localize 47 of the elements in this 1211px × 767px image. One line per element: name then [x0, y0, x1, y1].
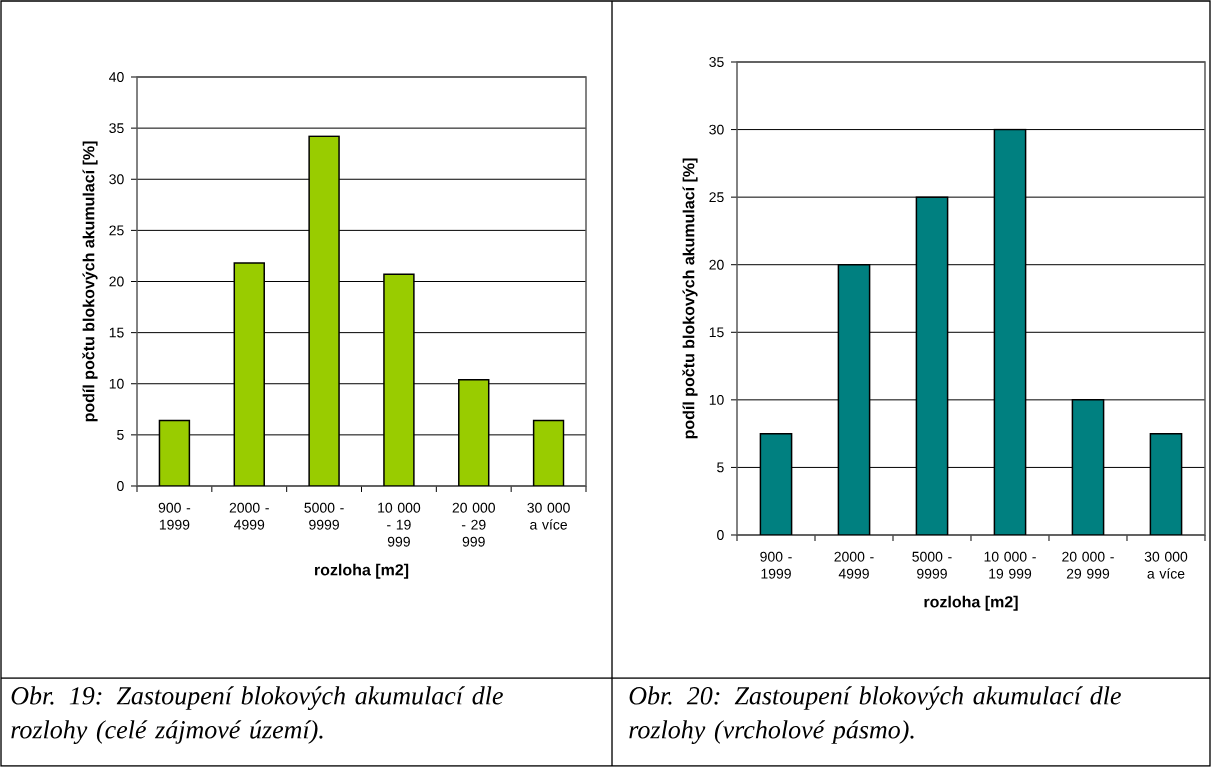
y-tick-label: 0 [117, 481, 124, 491]
y-tick-label: 25 [109, 225, 124, 236]
x-tick-label: 30 000 a více [1144, 551, 1188, 579]
bar [837, 263, 871, 535]
bar [308, 135, 340, 486]
y-tick-label: 5 [717, 462, 724, 473]
y-axis-title: podíl počtu blokových akumulací [%] [682, 158, 698, 439]
y-axis-title: podíl počtu blokových akumulací [%] [82, 141, 98, 422]
y-tick-label: 30 [109, 174, 124, 185]
x-tick-label: 900 - 1999 [760, 551, 792, 579]
bar [915, 196, 949, 535]
y-tick-label: 5 [117, 430, 124, 440]
bar [158, 419, 191, 486]
text: Obr. 19: Zastoupení blokových akumulací dle rozlohy (celé zájmové území). [11, 686, 503, 744]
y-tick-label: 30 [709, 124, 724, 135]
bar [759, 432, 793, 535]
x-axis-title: rozloha [m2] [924, 595, 1018, 611]
text: Obr. 20: Zastoupení blokových akumulací dle rozlohy (vrcholové pásmo). [629, 686, 1121, 744]
y-tick-label: 10 [109, 378, 124, 389]
x-tick-label: 2000 - 4999 [834, 551, 874, 579]
y-tick-label: 15 [109, 327, 124, 338]
y-tick-label: 15 [709, 327, 724, 338]
y-tick-label: 25 [709, 192, 724, 203]
x-tick-label: 20 000 - 29 999 [1062, 551, 1114, 579]
bar [1149, 432, 1183, 535]
y-tick-label: 35 [109, 123, 124, 134]
x-tick-label: 10 000 - 19 999 [378, 502, 421, 547]
x-axis-title: rozloha [m2] [314, 563, 409, 579]
bar [458, 378, 490, 486]
x-tick-label: 30 000 a více [527, 502, 570, 530]
y-tick-label: 40 [109, 72, 124, 82]
bar [532, 419, 565, 486]
x-tick-label: 10 000 - 19 999 [984, 551, 1036, 579]
x-tick-label: 900 - 1999 [158, 502, 191, 530]
y-tick-label: 20 [109, 276, 124, 287]
x-tick-label: 2000 - 4999 [229, 502, 269, 530]
x-tick-label: 20 000 - 29 999 [452, 502, 495, 547]
y-tick-label: 20 [709, 259, 724, 270]
y-tick-label: 35 [709, 57, 724, 67]
y-tick-label: 10 [709, 394, 724, 405]
bar [993, 128, 1027, 535]
bar [233, 262, 265, 486]
bar [383, 273, 415, 486]
x-tick-label: 5000 - 9999 [912, 551, 952, 579]
y-tick-label: 0 [717, 530, 724, 540]
bar [1071, 399, 1105, 535]
x-tick-label: 5000 - 9999 [304, 502, 344, 530]
